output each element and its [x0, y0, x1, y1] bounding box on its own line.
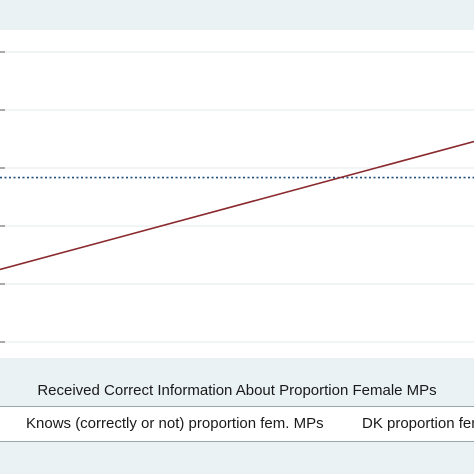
- legend-label-knows: Knows (correctly or not) proportion fem.…: [26, 415, 324, 432]
- series-lines: [0, 140, 474, 271]
- legend-label-dk: DK proportion fem: [362, 415, 474, 432]
- grid-lines: [0, 51, 474, 343]
- plot-area: [0, 30, 474, 358]
- x-axis-title: Received Correct Information About Propo…: [37, 382, 437, 399]
- legend: Knows (correctly or not) proportion fem.…: [0, 406, 474, 442]
- series-line-1: [0, 140, 474, 271]
- top-band: [0, 0, 474, 30]
